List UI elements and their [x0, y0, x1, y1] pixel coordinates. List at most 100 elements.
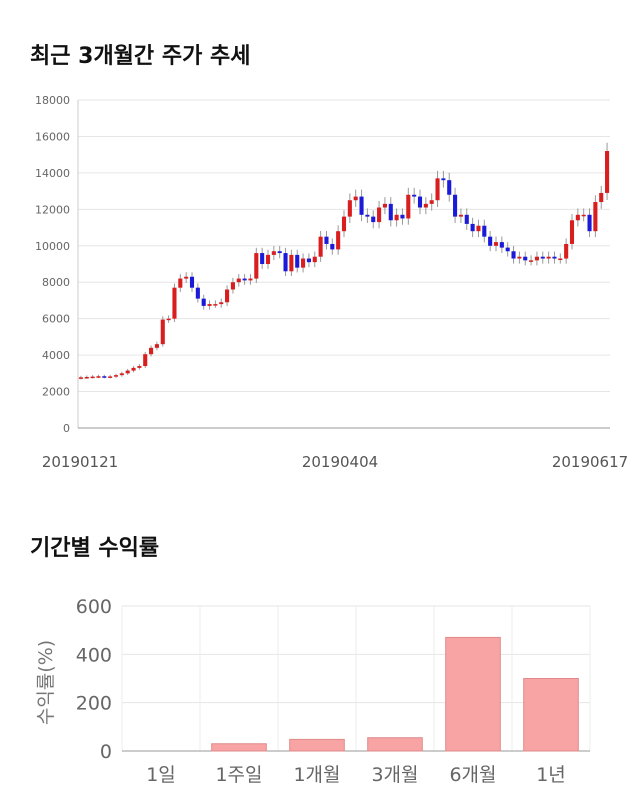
candle-body	[359, 196, 364, 215]
candle	[493, 236, 499, 252]
candle-body	[330, 243, 335, 250]
candle-body	[435, 178, 440, 201]
candle	[312, 251, 317, 268]
x-tick-label: 6개월	[449, 764, 496, 786]
bar	[289, 738, 345, 752]
candle-body	[593, 202, 598, 232]
candle-body	[149, 347, 154, 355]
candle-body	[429, 200, 434, 204]
candle	[476, 219, 481, 238]
bar	[445, 636, 501, 752]
candle	[166, 315, 171, 323]
candle-body	[482, 225, 487, 237]
candle-body	[511, 251, 516, 259]
candle	[482, 219, 487, 243]
candle-body	[575, 214, 580, 221]
candle	[423, 197, 428, 215]
y-tick-label: 16000	[35, 130, 70, 143]
candle	[149, 345, 154, 357]
candle	[341, 210, 347, 238]
candle-body	[260, 253, 265, 264]
candle	[306, 253, 311, 268]
x-tick-label: 1주일	[215, 764, 262, 786]
candle-body	[248, 278, 253, 281]
candle-body	[195, 287, 200, 299]
candle	[230, 277, 235, 294]
candle	[365, 208, 370, 223]
candle	[201, 294, 206, 310]
candle	[464, 208, 469, 231]
candle-body	[406, 194, 411, 219]
candle-body	[470, 223, 475, 232]
candle	[470, 217, 475, 238]
candle	[406, 187, 411, 225]
candle	[260, 247, 265, 269]
candle-body	[540, 256, 545, 259]
candle-body	[283, 253, 288, 272]
candle	[113, 373, 119, 378]
candle-body	[189, 276, 195, 288]
candle	[417, 189, 423, 215]
candle	[453, 187, 458, 223]
candle	[330, 238, 335, 255]
candle-body	[271, 251, 276, 255]
x-tick-label: 1개월	[293, 764, 340, 786]
candle	[84, 375, 89, 379]
returns-title: 기간별 수익률	[30, 536, 160, 561]
candle	[324, 230, 329, 250]
candle	[295, 249, 300, 273]
candle	[435, 170, 440, 208]
candle	[569, 214, 575, 250]
candle	[219, 298, 224, 308]
candle-body	[184, 276, 189, 279]
y-tick-label: 4000	[42, 349, 70, 362]
candle-body	[102, 376, 107, 378]
candle-body	[312, 256, 317, 263]
candle-body	[412, 194, 417, 197]
candle-body	[125, 370, 130, 374]
candle-body	[131, 367, 136, 371]
candle-body	[318, 236, 323, 257]
candle	[102, 374, 107, 379]
candle	[207, 300, 212, 310]
y-tick-label: 14000	[35, 167, 70, 180]
candle-body	[301, 258, 306, 268]
candle-body	[365, 214, 370, 217]
bar	[523, 678, 579, 752]
y-tick-label: 400	[76, 644, 112, 666]
candle	[581, 208, 586, 222]
candle-body	[394, 214, 399, 221]
candle-body	[219, 302, 224, 305]
candle-body	[143, 354, 148, 367]
price-trend-title: 최근 3개월간 주가 추세	[30, 44, 251, 69]
candle	[441, 170, 446, 188]
candle	[552, 251, 557, 264]
candle	[575, 208, 580, 227]
candle-body	[605, 151, 610, 193]
candle-body	[377, 207, 382, 223]
candle	[546, 251, 551, 264]
candle	[517, 251, 522, 264]
candle	[388, 197, 393, 227]
candle	[301, 253, 306, 273]
candle-body	[558, 258, 563, 261]
x-tick-label: 20190617	[552, 453, 628, 471]
candle-body	[417, 196, 423, 208]
candle-body	[552, 256, 557, 259]
candle	[178, 274, 183, 292]
candle	[412, 187, 417, 204]
x-tick-label: 1년	[536, 764, 566, 786]
x-tick-label: 1일	[146, 764, 176, 786]
candle-body	[441, 178, 446, 181]
candle-body	[388, 203, 393, 221]
candle-body	[265, 254, 271, 264]
candle-body	[453, 194, 458, 217]
y-tick-label: 12000	[35, 203, 70, 216]
y-tick-label: 0	[100, 741, 112, 763]
x-tick-label: 20190121	[42, 453, 118, 471]
candle	[277, 245, 282, 259]
candle-body	[371, 216, 376, 223]
candle-body	[160, 319, 165, 345]
candle	[382, 197, 387, 215]
